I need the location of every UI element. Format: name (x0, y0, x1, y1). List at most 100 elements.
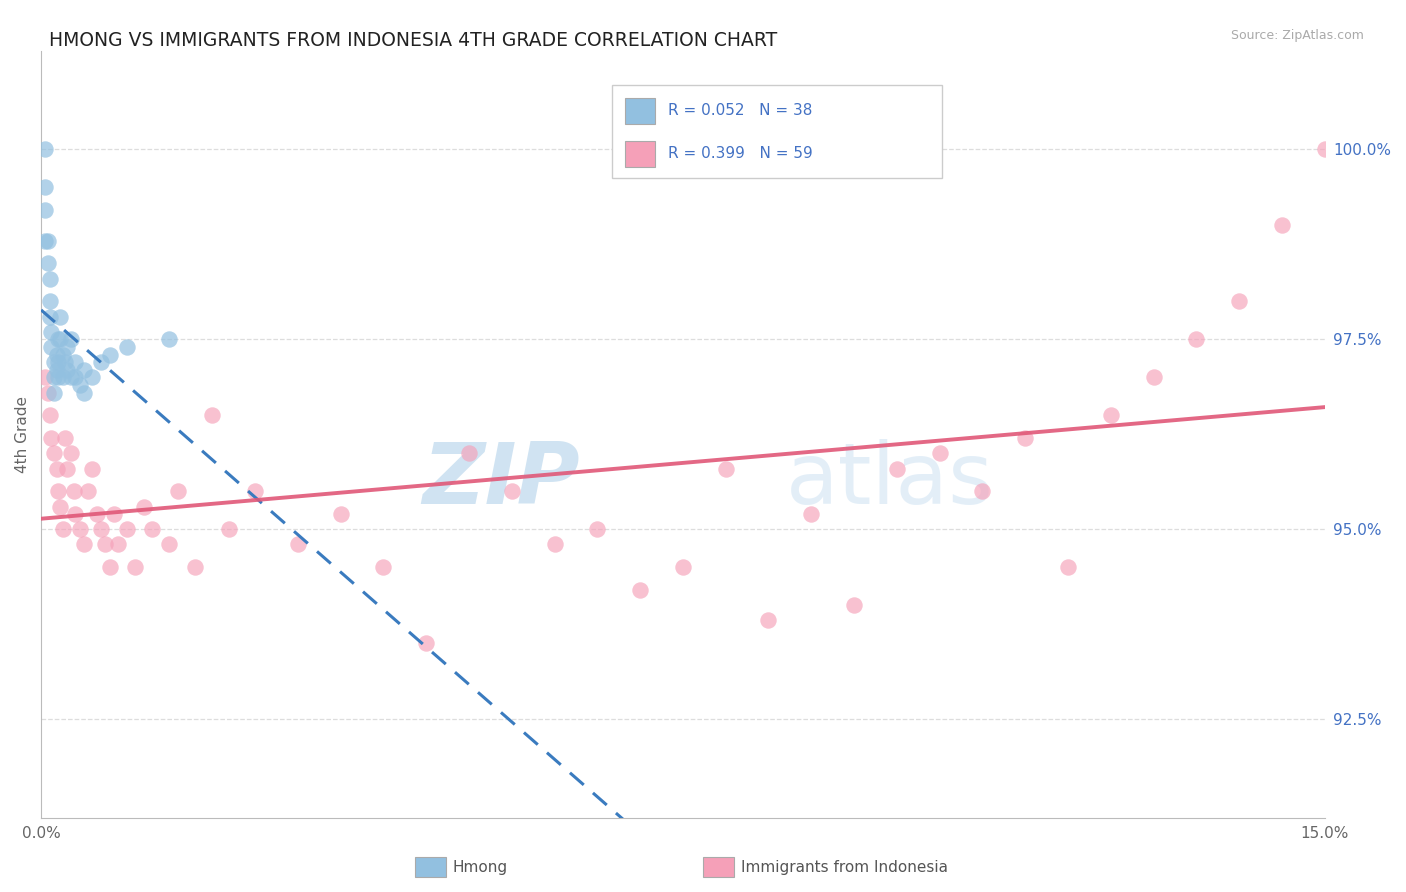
Point (42, 355, 65, 369)
Point (41, 431, 63, 445)
Point (34, 203, 56, 218)
Text: R = 0.399   N = 59: R = 0.399 N = 59 (668, 145, 813, 161)
Point (1185, 332, 1208, 346)
Point (86, 507, 108, 521)
Point (98, 347, 121, 361)
Point (34, 234, 56, 248)
Point (42, 385, 65, 400)
Point (55, 363, 77, 377)
Point (115, 340, 138, 354)
Point (38, 271, 60, 285)
Point (49, 500, 72, 514)
Point (82, 461, 104, 475)
Point (34, 180, 56, 194)
Point (501, 484, 523, 499)
Point (73, 363, 96, 377)
Point (243, 484, 266, 499)
Point (69, 378, 91, 392)
Point (46, 370, 69, 384)
Point (800, 507, 823, 521)
Point (543, 537, 565, 551)
Point (65, 370, 87, 384)
Point (329, 507, 352, 521)
Text: Source: ZipAtlas.com: Source: ZipAtlas.com (1230, 29, 1364, 42)
Point (1313, 143, 1336, 157)
Point (886, 461, 908, 475)
Point (69, 522, 91, 536)
Point (65, 355, 87, 369)
Point (628, 583, 651, 598)
Point (42, 446, 65, 460)
Point (115, 522, 138, 536)
Point (49, 310, 72, 324)
Point (34, 143, 56, 157)
Text: atlas: atlas (786, 439, 994, 522)
Point (1227, 294, 1250, 309)
Point (51, 522, 73, 536)
Point (672, 560, 695, 574)
Point (98, 560, 121, 574)
Point (55, 461, 77, 475)
Point (51, 347, 73, 361)
Text: HMONG VS IMMIGRANTS FROM INDONESIA 4TH GRADE CORRELATION CHART: HMONG VS IMMIGRANTS FROM INDONESIA 4TH G… (49, 31, 778, 50)
Point (758, 614, 780, 628)
Point (42, 370, 65, 384)
Point (82, 370, 104, 384)
Point (842, 599, 865, 613)
Point (928, 446, 950, 460)
Text: Hmong: Hmong (453, 861, 508, 875)
Text: Immigrants from Indonesia: Immigrants from Indonesia (741, 861, 948, 875)
Point (45, 347, 67, 361)
Text: ZIP: ZIP (423, 439, 581, 522)
Text: R = 0.052   N = 38: R = 0.052 N = 38 (668, 103, 813, 118)
Point (38, 409, 60, 423)
Point (60, 370, 83, 384)
Point (62, 484, 84, 499)
Point (159, 537, 181, 551)
Point (55, 340, 77, 354)
Point (45, 363, 67, 377)
Point (53, 355, 76, 369)
Point (60, 446, 83, 460)
Point (1014, 431, 1036, 445)
Point (972, 484, 994, 499)
Point (458, 446, 481, 460)
Point (1057, 560, 1080, 574)
Point (1142, 370, 1164, 384)
Point (415, 636, 437, 650)
Point (60, 332, 83, 346)
Point (38, 310, 60, 324)
Point (53, 431, 76, 445)
Point (46, 484, 69, 499)
Point (94, 537, 117, 551)
Y-axis label: 4th Grade: 4th Grade (15, 396, 30, 473)
Bar (624, 141, 655, 167)
Point (77, 484, 100, 499)
Point (73, 537, 96, 551)
Point (90, 522, 112, 536)
Point (38, 294, 60, 309)
Point (167, 484, 190, 499)
Point (34, 370, 56, 384)
Point (73, 385, 96, 400)
Point (65, 507, 87, 521)
Point (90, 355, 112, 369)
Point (201, 409, 224, 423)
Bar (624, 98, 655, 124)
Point (124, 560, 146, 574)
Point (184, 560, 207, 574)
Point (49, 332, 72, 346)
Point (218, 522, 240, 536)
Point (46, 332, 69, 346)
Point (37, 234, 59, 248)
Point (45, 461, 67, 475)
Point (373, 560, 395, 574)
Point (132, 500, 155, 514)
Point (714, 461, 737, 475)
Point (1271, 219, 1294, 233)
Point (37, 385, 59, 400)
Point (103, 507, 125, 521)
Point (41, 340, 63, 354)
Point (159, 332, 181, 346)
Point (51, 370, 73, 384)
